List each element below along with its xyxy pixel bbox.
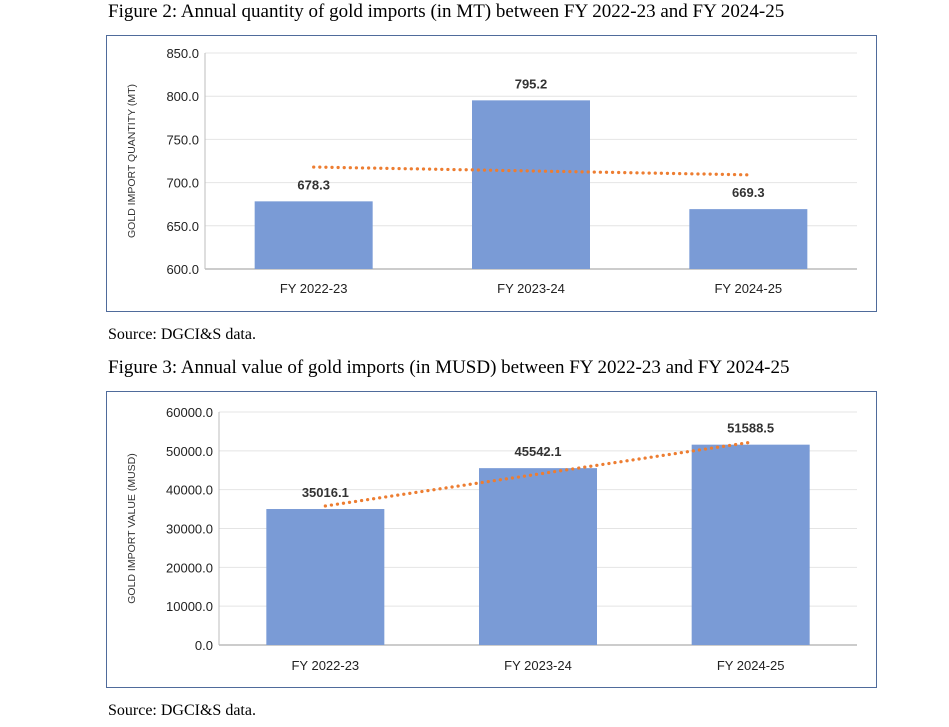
y-tick-label: 800.0 bbox=[166, 89, 199, 104]
quantity-bar-chart: 600.0 650.0 700.0 750.0 800.0 850.0 GOLD IMPOR… bbox=[126, 46, 857, 296]
bar bbox=[472, 100, 590, 269]
figure-3-title: Figure 3: Annual value of gold imports (… bbox=[108, 357, 790, 378]
y-tick-label: 40000.0 bbox=[166, 483, 213, 498]
data-label: 795.2 bbox=[515, 76, 548, 91]
y-tick-label: 700.0 bbox=[166, 176, 199, 191]
y-tick-label: 850.0 bbox=[166, 46, 199, 61]
bar bbox=[254, 201, 373, 269]
x-tick-label: FY 2023-24 bbox=[497, 281, 565, 296]
bar bbox=[266, 509, 385, 645]
data-label: 678.3 bbox=[297, 177, 330, 192]
data-label: 45542.1 bbox=[515, 444, 562, 459]
figure-3-source: Source: DGCI&S data. bbox=[108, 702, 256, 719]
figure-2-source: Source: DGCI&S data. bbox=[108, 326, 256, 343]
y-tick-label: 600.0 bbox=[166, 262, 199, 277]
figure-3-chart: 0.0 10000.0 20000.0 30000.0 40000.0 50000.0 60… bbox=[106, 391, 877, 688]
y-axis-title: GOLD IMPORT QUANTITY (MT) bbox=[126, 84, 138, 238]
data-label: 51588.5 bbox=[727, 421, 774, 436]
trendline bbox=[323, 440, 753, 508]
x-tick-label: FY 2024-25 bbox=[714, 281, 782, 296]
trendline bbox=[312, 165, 750, 177]
y-tick-label: 750.0 bbox=[166, 132, 199, 147]
x-tick-label: FY 2023-24 bbox=[504, 658, 572, 673]
y-tick-label: 30000.0 bbox=[166, 522, 213, 537]
y-tick-label: 0.0 bbox=[195, 638, 213, 653]
y-tick-label: 20000.0 bbox=[166, 560, 213, 575]
y-tick-label: 50000.0 bbox=[166, 444, 213, 459]
x-tick-label: FY 2022-23 bbox=[280, 281, 348, 296]
bar bbox=[689, 209, 808, 269]
y-tick-label: 650.0 bbox=[166, 219, 199, 234]
data-label: 35016.1 bbox=[302, 485, 349, 500]
y-axis-title: GOLD IMPORT VALUE (MUSD) bbox=[126, 453, 138, 604]
x-tick-label: FY 2022-23 bbox=[291, 658, 359, 673]
y-tick-label: 10000.0 bbox=[166, 599, 213, 614]
x-tick-label: FY 2024-25 bbox=[717, 658, 785, 673]
data-label: 669.3 bbox=[732, 185, 765, 200]
bar bbox=[479, 468, 597, 645]
value-bar-chart: 0.0 10000.0 20000.0 30000.0 40000.0 50000.0 60… bbox=[126, 405, 857, 673]
bar bbox=[691, 444, 810, 645]
figure-2-title: Figure 2: Annual quantity of gold import… bbox=[108, 1, 785, 22]
y-tick-label: 60000.0 bbox=[166, 405, 213, 420]
figure-2-chart: 600.0 650.0 700.0 750.0 800.0 850.0 GOLD IMPOR… bbox=[106, 35, 877, 312]
